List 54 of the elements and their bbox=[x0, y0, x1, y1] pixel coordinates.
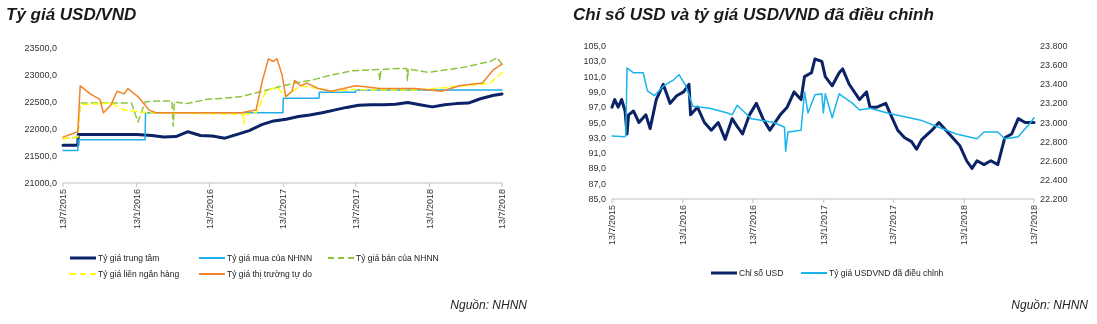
legend-label: Tỷ giá bán của NHNN bbox=[356, 253, 439, 263]
chart-title: Chỉ số USD và tỷ giá USD/VND đã điều chỉnh bbox=[573, 5, 934, 24]
y2-tick-label: 23.800 bbox=[1040, 41, 1068, 51]
x-tick-label: 13/7/2015 bbox=[58, 189, 68, 230]
line-series bbox=[610, 57, 1036, 170]
x-tick-label: 13/7/2017 bbox=[350, 189, 361, 230]
x-tick-label: 13/7/2015 bbox=[607, 205, 617, 246]
y-tick-label: 95,0 bbox=[588, 117, 606, 128]
y-tick-label: 103,0 bbox=[583, 56, 606, 67]
legend-label: Tỷ giá mua của NHNN bbox=[227, 253, 313, 263]
y-tick-label: 85,0 bbox=[588, 194, 606, 204]
y-tick-label: 89,0 bbox=[588, 163, 606, 174]
y-tick-label: 93,0 bbox=[588, 132, 606, 143]
x-tick-label: 13/1/2018 bbox=[424, 189, 435, 230]
x-tick-label: 13/7/2018 bbox=[1029, 205, 1039, 246]
text: Nguồn: NHNN bbox=[1011, 298, 1089, 312]
line-series bbox=[611, 67, 1035, 152]
y2-tick-label: 22.200 bbox=[1040, 194, 1068, 204]
y-tick-label: 21500,0 bbox=[24, 151, 57, 161]
legend-label: Tỷ giá trung tâm bbox=[98, 253, 160, 263]
y-tick-label: 23000,0 bbox=[24, 70, 57, 80]
x-tick-label: 13/7/2016 bbox=[204, 189, 215, 230]
x-tick-label: 13/1/2016 bbox=[131, 189, 142, 230]
y-tick-label: 101,0 bbox=[583, 71, 606, 82]
y-tick-label: 22000,0 bbox=[24, 124, 57, 134]
x-tick-label: 13/7/2016 bbox=[747, 205, 758, 246]
y2-tick-label: 22.600 bbox=[1040, 155, 1068, 166]
x-tick-label: 13/7/2017 bbox=[888, 205, 899, 246]
y-tick-label: 21000,0 bbox=[24, 178, 57, 188]
line-series bbox=[62, 71, 503, 140]
chart-title: Tỷ giá USD/VND bbox=[6, 5, 137, 24]
x-tick-label: 13/1/2017 bbox=[278, 189, 289, 230]
y-tick-label: 97,0 bbox=[588, 102, 606, 113]
y-tick-label: 99,0 bbox=[588, 86, 606, 97]
y2-tick-label: 22.800 bbox=[1040, 136, 1068, 147]
legend-label: Tỷ giá USDVND đã điều chỉnh bbox=[829, 268, 944, 278]
y-tick-label: 87,0 bbox=[588, 178, 606, 189]
y2-tick-label: 22.400 bbox=[1040, 174, 1068, 185]
x-tick-label: 13/1/2017 bbox=[818, 205, 829, 246]
y2-tick-label: 23.000 bbox=[1040, 117, 1068, 128]
y2-tick-label: 23.600 bbox=[1040, 60, 1068, 71]
legend-label: Chỉ số USD bbox=[739, 268, 784, 278]
y-tick-label: 105,0 bbox=[583, 41, 606, 51]
x-tick-label: 13/7/2018 bbox=[497, 189, 507, 230]
legend-label: Tỷ giá liên ngân hàng bbox=[98, 269, 180, 279]
y2-tick-label: 23.400 bbox=[1040, 79, 1068, 90]
y2-tick-label: 23.200 bbox=[1040, 98, 1068, 109]
y-tick-label: 91,0 bbox=[588, 148, 606, 159]
y-tick-label: 22500,0 bbox=[24, 97, 57, 107]
legend-label: Tỷ giá thị trường tự do bbox=[227, 269, 313, 279]
x-tick-label: 13/1/2016 bbox=[677, 205, 688, 246]
text: Nguồn: NHNN bbox=[450, 298, 528, 312]
x-tick-label: 13/1/2018 bbox=[959, 205, 970, 246]
y-tick-label: 23500,0 bbox=[24, 43, 57, 53]
